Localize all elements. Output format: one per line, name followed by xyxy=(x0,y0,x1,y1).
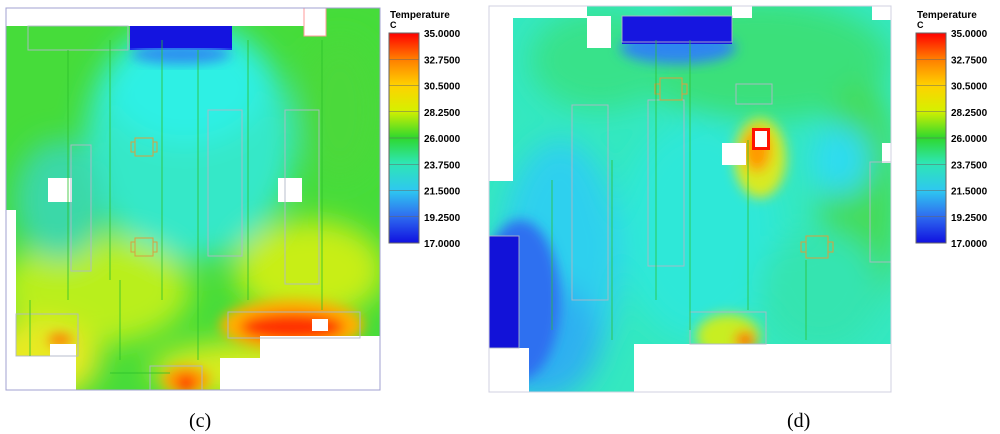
colorbar-unit: C xyxy=(390,20,397,30)
colorbar-unit: C xyxy=(917,20,924,30)
colorbar-tick-label: 35.0000 xyxy=(951,29,988,40)
colorbar-tick-label: 19.2500 xyxy=(424,213,461,224)
colorbar-d: Temperature C 35.0000 32.7500 30.5000 28.25… xyxy=(915,10,988,250)
colorbar-tick-label: 30.5000 xyxy=(424,82,461,93)
colorbar-tick-label: 21.5000 xyxy=(951,187,988,198)
temperature-field-c xyxy=(5,7,381,391)
caption-c: (c) xyxy=(189,410,211,432)
colorbar-tick-label: 17.0000 xyxy=(424,239,461,250)
colorbar-tick-label: 35.0000 xyxy=(424,29,461,40)
caption-d: (d) xyxy=(787,410,810,432)
colorbar-tick-label: 26.0000 xyxy=(424,134,461,145)
colorbar-tick-label: 32.7500 xyxy=(424,55,461,66)
colorbar-ticks: 35.0000 32.7500 30.5000 28.2500 26.0000 23.75… xyxy=(916,29,988,250)
colorbar-ticks: 35.0000 32.7500 30.5000 28.2500 26.0000 23.75… xyxy=(389,29,461,250)
colorbar-tick-label: 32.7500 xyxy=(951,55,988,66)
colorbar-c: Temperature C 35.0000 32.7500 30.5000 28.25… xyxy=(388,10,461,250)
temperature-field-d xyxy=(488,5,892,393)
colorbar-tick-label: 19.2500 xyxy=(951,213,988,224)
colorbar-tick-label: 28.2500 xyxy=(951,108,988,119)
colorbar-tick-label: 23.7500 xyxy=(424,160,461,171)
colorbar-tick-label: 17.0000 xyxy=(951,239,988,250)
colorbar-tick-label: 30.5000 xyxy=(951,82,988,93)
colorbar-title: Temperature xyxy=(917,10,977,21)
colorbar-tick-label: 28.2500 xyxy=(424,108,461,119)
colorbar-title: Temperature xyxy=(390,10,450,21)
colorbar-tick-label: 23.7500 xyxy=(951,160,988,171)
colorbar-tick-label: 26.0000 xyxy=(951,134,988,145)
colorbar-tick-label: 21.5000 xyxy=(424,187,461,198)
